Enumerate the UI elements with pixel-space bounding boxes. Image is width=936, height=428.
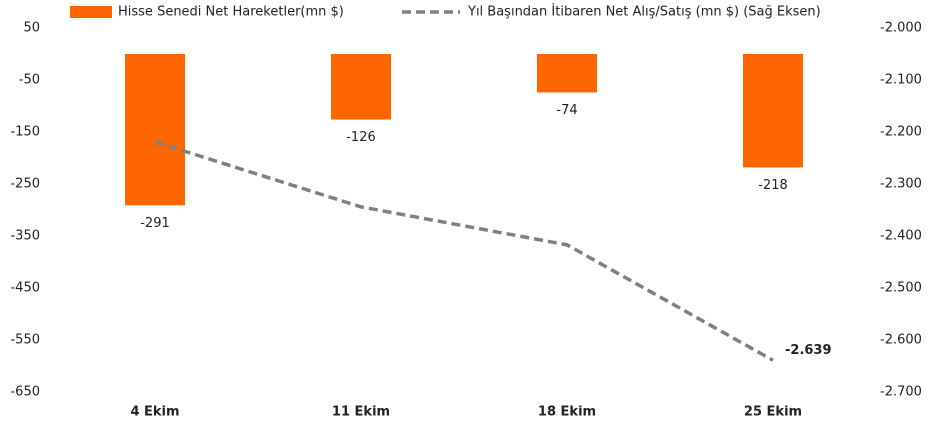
y-tick-label: -50 (19, 73, 40, 88)
x-tick-label: 18 Ekim (538, 405, 596, 420)
x-tick-label: 4 Ekim (130, 405, 179, 420)
y2-tick-label: -2.700 (880, 385, 922, 400)
bar (331, 54, 391, 120)
bar (125, 54, 185, 206)
y-tick-label: -350 (10, 229, 40, 244)
data-label: -218 (758, 178, 788, 193)
data-label: -2.639 (785, 343, 832, 358)
y-tick-label: -450 (10, 281, 40, 296)
line (154, 140, 774, 362)
legend-label: Yıl Başından İtibaren Net Alış/Satış (mn… (467, 4, 821, 20)
bar (743, 54, 803, 168)
y-tick-label: -250 (10, 177, 40, 192)
x-tick-label: 11 Ekim (332, 405, 390, 420)
data-label: -291 (140, 216, 170, 231)
y-tick-label: -550 (10, 333, 40, 348)
y2-tick-label: -2.100 (880, 73, 922, 88)
y-tick-label: 50 (23, 21, 40, 36)
y2-tick-label: -2.600 (880, 333, 922, 348)
y-tick-label: -150 (10, 125, 40, 140)
y2-tick-label: -2.500 (880, 281, 922, 296)
x-tick-label: 25 Ekim (744, 405, 802, 420)
legend-swatch (70, 6, 112, 18)
legend-label: Hisse Senedi Net Hareketler(mn $) (118, 5, 344, 20)
y2-tick-label: -2.400 (880, 229, 922, 244)
y2-tick-label: -2.000 (880, 21, 922, 36)
y2-tick-label: -2.200 (880, 125, 922, 140)
y2-tick-label: -2.300 (880, 177, 922, 192)
bar (537, 54, 597, 93)
data-label: -74 (556, 103, 577, 118)
data-label: -126 (346, 130, 376, 145)
y-tick-label: -650 (10, 385, 40, 400)
